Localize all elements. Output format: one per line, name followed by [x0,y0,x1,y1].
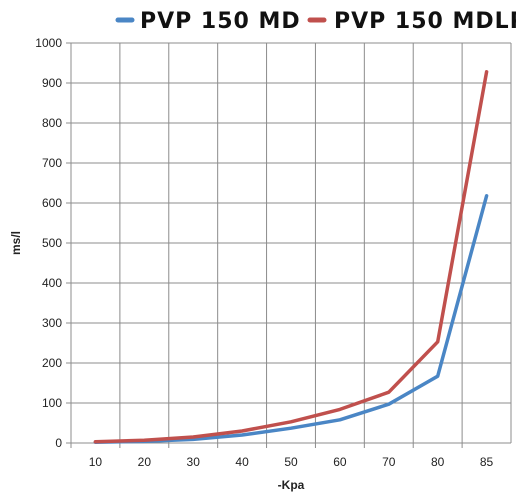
x-axis-ticks: 10 20 30 40 50 60 70 80 85 [70,443,494,469]
y-tick-label: 500 [42,236,62,250]
y-tick-label: 900 [42,76,62,90]
x-tick-label: 80 [431,455,445,469]
x-tick-label: 20 [138,455,152,469]
y-tick-label: 0 [55,436,62,450]
x-axis-title: -Kpa [278,478,305,492]
x-tick-label: 50 [284,455,298,469]
legend-label: PVP 150 MD [140,9,301,34]
series-line-pvp-150-md [93,194,489,444]
y-axis-title: ms/l [9,231,23,255]
y-tick-label: 200 [42,356,62,370]
y-tick-label: 100 [42,396,62,410]
y-tick-label: 1000 [35,36,62,50]
y-axis-ticks: 0 100 200 300 400 500 600 700 800 900 1000 [35,36,71,450]
gridlines [70,42,512,444]
x-tick-label: 10 [89,455,103,469]
y-tick-label: 700 [42,156,62,170]
legend-label: PVP 150 MDLP [334,9,516,34]
series-lines [93,70,489,444]
series-line-pvp-150-mdlp [93,70,489,444]
x-tick-label: 60 [333,455,347,469]
x-tick-label: 30 [187,455,201,469]
legend: PVP 150 MD PVP 150 MDLP [115,9,516,34]
y-tick-label: 300 [42,316,62,330]
x-tick-label: 85 [480,455,494,469]
y-tick-label: 800 [42,116,62,130]
y-tick-label: 600 [42,196,62,210]
x-tick-label: 70 [382,455,396,469]
x-tick-label: 40 [235,455,249,469]
y-tick-label: 400 [42,276,62,290]
